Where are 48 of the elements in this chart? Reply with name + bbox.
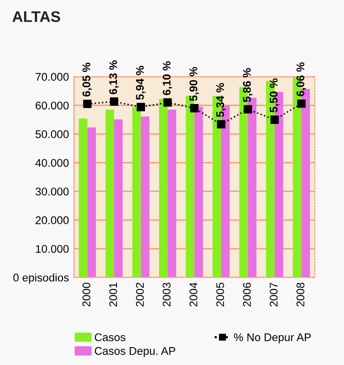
data-label: 6,10 % — [162, 61, 172, 96]
bar — [114, 119, 123, 278]
data-label: 6,13 % — [109, 60, 119, 94]
legend-label: Casos — [94, 333, 126, 342]
x-tick-label: 2000 — [82, 282, 90, 306]
point — [270, 116, 279, 124]
point — [136, 102, 146, 112]
y-tick-label: 70.000 — [36, 72, 69, 81]
bar — [168, 110, 176, 278]
y-tick-label: 40.000 — [35, 158, 69, 167]
x-tick-label: 2008 — [296, 282, 304, 306]
y-tick-label: 10.000 — [36, 244, 69, 253]
x-tick-label: 2007 — [270, 282, 278, 306]
chart-title: ALTAS — [12, 11, 60, 22]
data-label: 5,86 % — [242, 68, 252, 102]
x-tick-label: 2001 — [109, 282, 118, 306]
x-tick-label: 2005 — [216, 282, 224, 306]
y-tick-label: 0 episodios — [13, 273, 69, 284]
data-label: 5,34 % — [216, 83, 226, 117]
point — [83, 100, 92, 108]
legend-label: Casos Depu. AP — [94, 347, 176, 358]
point — [190, 104, 199, 112]
point — [244, 105, 252, 114]
x-tick-label: 2006 — [242, 282, 251, 306]
x-tick-label: 2002 — [136, 282, 144, 306]
point — [110, 97, 118, 106]
bar — [132, 106, 141, 278]
y-tick-label: 30.000 — [36, 188, 69, 196]
bar — [106, 110, 114, 278]
y-tick-label: 50.000 — [36, 130, 69, 138]
data-label: 6,06 % — [296, 62, 306, 96]
point — [297, 99, 306, 108]
data-label: 6,05 % — [82, 62, 92, 97]
data-label: 5,50 % — [270, 78, 280, 112]
data-label: 5,90 % — [189, 66, 199, 101]
bar — [159, 98, 168, 278]
y-tick-label: 20.000 — [36, 216, 69, 224]
point — [163, 98, 172, 107]
bar — [78, 118, 88, 278]
legend-label: % No Depur AP — [234, 333, 311, 344]
x-tick-label: 2003 — [162, 282, 171, 306]
bar — [87, 127, 96, 278]
point — [216, 120, 226, 128]
bar — [140, 116, 150, 278]
bar — [194, 106, 203, 278]
x-tick-label: 2004 — [189, 282, 198, 306]
data-label: 5,94 % — [136, 66, 146, 100]
y-tick-label: 60.000 — [36, 102, 69, 110]
